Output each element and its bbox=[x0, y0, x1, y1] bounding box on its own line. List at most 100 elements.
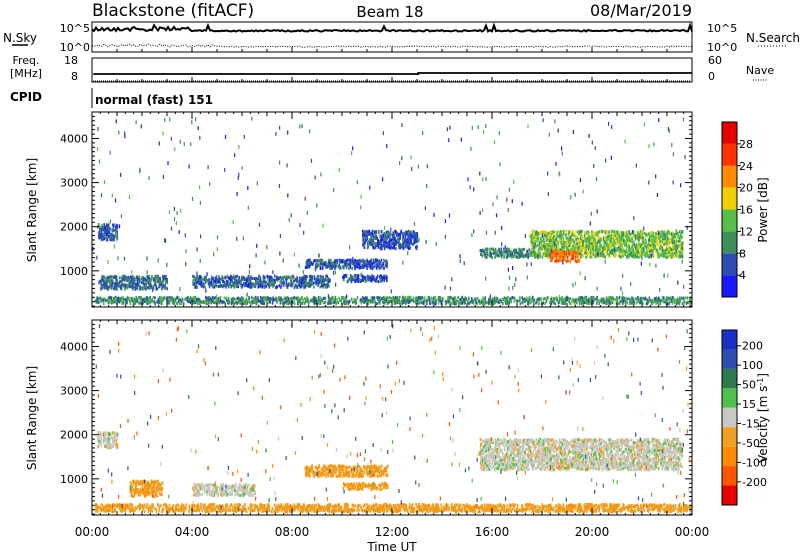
station-title: Blackstone (fitACF) bbox=[92, 1, 254, 21]
scatter-cell bbox=[413, 300, 416, 304]
scatter-cell bbox=[639, 251, 642, 255]
scatter-cell bbox=[558, 235, 560, 239]
scatter-cell bbox=[269, 297, 272, 301]
scatter-cell bbox=[592, 237, 594, 241]
scatter-cell bbox=[554, 302, 557, 306]
scatter-cell bbox=[677, 235, 679, 239]
scatter-cell bbox=[670, 232, 673, 236]
scatter-cell bbox=[102, 233, 105, 237]
scatter-cell bbox=[462, 298, 465, 301]
scatter-cell bbox=[348, 262, 350, 266]
scatter-cell bbox=[579, 247, 582, 251]
scatter-cell bbox=[321, 277, 323, 280]
scatter-cell bbox=[256, 281, 259, 284]
scatter-cell bbox=[132, 277, 134, 281]
scatter-cell bbox=[225, 285, 227, 289]
scatter-cell bbox=[552, 300, 554, 304]
scatter-cell bbox=[120, 297, 123, 301]
scatter-cell bbox=[479, 302, 481, 306]
scatter-cell bbox=[166, 287, 168, 291]
scatter-cell bbox=[385, 298, 387, 302]
scatter-cell bbox=[459, 302, 462, 306]
scatter-cell bbox=[424, 296, 426, 300]
scatter-cell bbox=[484, 247, 487, 251]
scatter-cell bbox=[621, 296, 624, 300]
scatter-cell bbox=[572, 244, 574, 248]
scatter-cell bbox=[225, 298, 228, 302]
scatter-cell bbox=[543, 253, 546, 257]
scatter-cell bbox=[108, 285, 111, 289]
scatter-cell bbox=[618, 234, 621, 238]
scatter-cell bbox=[116, 301, 118, 305]
scatter-cell bbox=[602, 236, 605, 240]
scatter-cell bbox=[285, 278, 288, 281]
scatter-cell bbox=[583, 301, 585, 304]
scatter-cell bbox=[573, 233, 576, 236]
scatter-cell bbox=[607, 235, 609, 239]
scatter-cell bbox=[349, 260, 351, 264]
scatter-cell bbox=[268, 285, 271, 289]
scatter-cell bbox=[134, 287, 137, 291]
scatter-cell bbox=[200, 276, 203, 279]
scatter-cell bbox=[580, 233, 582, 237]
scatter-cell bbox=[605, 244, 608, 248]
scatter-cell bbox=[585, 244, 588, 248]
scatter-cell bbox=[621, 249, 624, 253]
scatter-cell bbox=[526, 253, 528, 257]
scatter-cell bbox=[363, 241, 366, 245]
scatter-cell bbox=[481, 254, 484, 258]
scatter-cell bbox=[553, 301, 555, 305]
scatter-cell bbox=[202, 285, 205, 289]
scatter-cell bbox=[632, 252, 634, 256]
scatter-cell bbox=[550, 239, 553, 243]
scatter-cell bbox=[159, 299, 162, 302]
scatter-cell bbox=[357, 276, 360, 280]
scatter-cell bbox=[313, 285, 315, 289]
scatter-cell bbox=[301, 281, 304, 285]
scatter-cell bbox=[673, 301, 676, 305]
scatter-cell bbox=[604, 229, 606, 233]
scatter-cell bbox=[177, 299, 180, 303]
scatter-cell bbox=[470, 297, 473, 301]
scatter-cell bbox=[383, 247, 386, 251]
scatter-cell bbox=[581, 302, 583, 306]
scatter-cell bbox=[549, 234, 552, 237]
scatter-cell bbox=[628, 243, 630, 247]
scatter-cell bbox=[520, 248, 522, 252]
scatter-cell bbox=[285, 297, 288, 300]
scatter-cell bbox=[98, 236, 100, 240]
scatter-cell bbox=[598, 248, 601, 252]
scatter-cell bbox=[115, 275, 118, 279]
scatter-cell bbox=[616, 240, 618, 243]
scatter-cell bbox=[656, 242, 659, 246]
scatter-cell bbox=[631, 236, 634, 240]
scatter-cell bbox=[259, 280, 262, 284]
scatter-cell bbox=[406, 296, 409, 300]
scatter-cell bbox=[241, 283, 243, 287]
scatter-cell bbox=[557, 240, 559, 244]
scatter-cell bbox=[539, 243, 542, 247]
scatter-cell bbox=[491, 256, 493, 259]
scatter-cell bbox=[616, 237, 619, 241]
scatter-cell bbox=[214, 276, 216, 280]
scatter-cell bbox=[242, 276, 245, 280]
scatter-cell bbox=[195, 277, 197, 281]
scatter-cell bbox=[548, 242, 550, 246]
scatter-cell bbox=[406, 230, 409, 234]
scatter-cell bbox=[378, 296, 381, 300]
scatter-cell bbox=[652, 248, 654, 252]
scatter-cell bbox=[250, 295, 253, 299]
scatter-cell bbox=[254, 295, 257, 299]
scatter-cell bbox=[489, 299, 492, 303]
scatter-cell bbox=[596, 234, 598, 237]
scatter-cell bbox=[219, 281, 221, 285]
scatter-cell bbox=[107, 278, 110, 282]
scatter-cell bbox=[355, 259, 358, 263]
scatter-cell bbox=[216, 280, 218, 284]
scatter-cell bbox=[369, 300, 372, 304]
scatter-cell bbox=[674, 234, 676, 238]
scatter-cell bbox=[634, 251, 636, 255]
scatter-cell bbox=[353, 300, 356, 303]
scatter-cell bbox=[661, 249, 664, 253]
scatter-cell bbox=[642, 301, 644, 305]
